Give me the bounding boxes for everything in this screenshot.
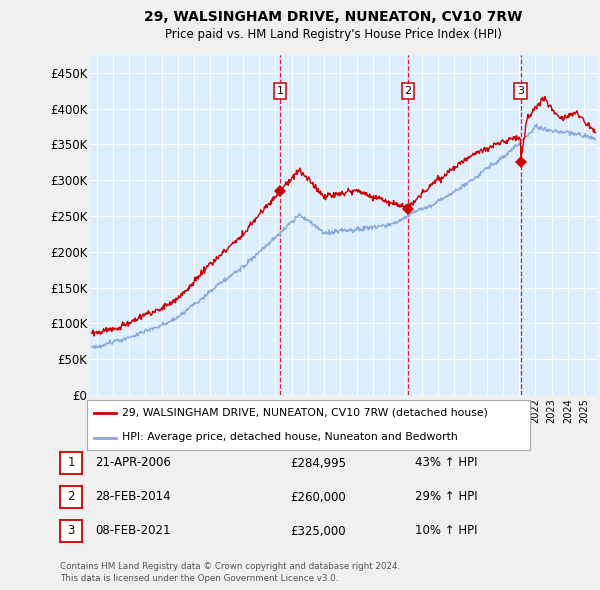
Text: Contains HM Land Registry data © Crown copyright and database right 2024.: Contains HM Land Registry data © Crown c…: [60, 562, 400, 571]
Text: £284,995: £284,995: [290, 457, 346, 470]
Text: 3: 3: [517, 86, 524, 96]
Text: 2: 2: [67, 490, 75, 503]
Text: 1: 1: [67, 457, 75, 470]
Text: Price paid vs. HM Land Registry's House Price Index (HPI): Price paid vs. HM Land Registry's House …: [164, 28, 502, 41]
Text: £325,000: £325,000: [290, 525, 346, 537]
Text: 29% ↑ HPI: 29% ↑ HPI: [415, 490, 478, 503]
Text: This data is licensed under the Open Government Licence v3.0.: This data is licensed under the Open Gov…: [60, 574, 338, 583]
Text: 1: 1: [277, 86, 284, 96]
Text: 29, WALSINGHAM DRIVE, NUNEATON, CV10 7RW (detached house): 29, WALSINGHAM DRIVE, NUNEATON, CV10 7RW…: [122, 408, 488, 418]
Text: 3: 3: [67, 525, 74, 537]
Text: 29, WALSINGHAM DRIVE, NUNEATON, CV10 7RW: 29, WALSINGHAM DRIVE, NUNEATON, CV10 7RW: [144, 10, 522, 24]
Text: 43% ↑ HPI: 43% ↑ HPI: [415, 457, 478, 470]
Text: 28-FEB-2014: 28-FEB-2014: [95, 490, 170, 503]
Text: 21-APR-2006: 21-APR-2006: [95, 457, 171, 470]
Text: HPI: Average price, detached house, Nuneaton and Bedworth: HPI: Average price, detached house, Nune…: [122, 432, 458, 442]
Text: 10% ↑ HPI: 10% ↑ HPI: [415, 525, 478, 537]
Text: 08-FEB-2021: 08-FEB-2021: [95, 525, 170, 537]
Text: £260,000: £260,000: [290, 490, 346, 503]
Text: 2: 2: [404, 86, 412, 96]
